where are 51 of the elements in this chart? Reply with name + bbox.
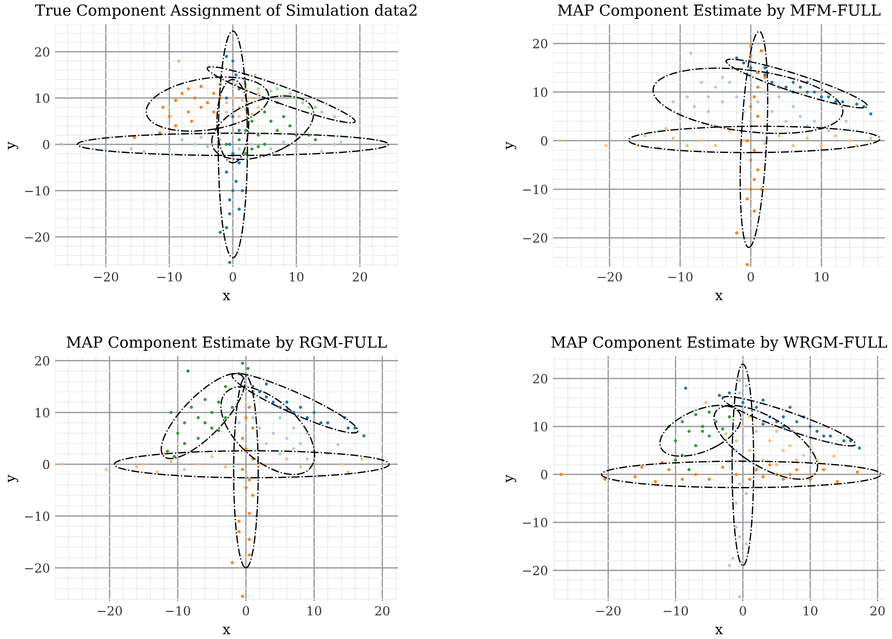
x-tick-label: −20 (98, 606, 122, 616)
y-axis-title: y (506, 474, 516, 482)
y-tick-label: −20 (523, 233, 548, 243)
y-tick-label: 20 (533, 374, 548, 384)
x-tick-label: −10 (664, 606, 688, 616)
y-tick-label: 10 (36, 94, 50, 103)
x-axis-title: x (222, 292, 230, 300)
x-tick-label: −10 (157, 272, 182, 282)
x-tick-label: 0 (242, 606, 250, 616)
chart-title: MAP Component Estimate by MFM-FULL (558, 4, 880, 20)
y-tick-label: 0 (43, 140, 50, 150)
y-tick-label: 10 (36, 408, 50, 418)
y-tick-label: −10 (523, 184, 548, 194)
chart-title: MAP Component Estimate by RGM-FULL (66, 336, 387, 352)
x-tick-label: 10 (815, 272, 829, 282)
y-axis-title: y (506, 142, 516, 150)
y-tick-label: −10 (25, 512, 50, 521)
x-tick-label: 10 (308, 606, 322, 616)
y-tick-label: −10 (25, 186, 50, 196)
y-tick-label: 20 (35, 356, 50, 366)
y-axis-title: y (8, 142, 18, 150)
y-tick-label: −10 (523, 518, 548, 528)
x-tick-label: 10 (290, 272, 304, 282)
x-axis-title: x (715, 292, 723, 300)
y-tick-label: 0 (541, 136, 548, 146)
y-tick-label: −20 (523, 566, 548, 576)
y-tick-label: 0 (43, 460, 50, 470)
y-tick-label: 10 (534, 88, 548, 97)
x-tick-label: −10 (668, 272, 693, 282)
x-axis-title: x (222, 626, 230, 634)
x-tick-label: −20 (598, 272, 622, 282)
x-axis-title: x (715, 626, 723, 634)
x-tick-label: 0 (748, 272, 754, 282)
chart-title: MAP Component Estimate by WRGM-FULL (551, 336, 888, 352)
y-tick-label: 20 (35, 47, 50, 57)
x-tick-label: 20 (375, 606, 390, 616)
x-tick-label: −20 (596, 606, 621, 616)
x-tick-label: −10 (166, 606, 190, 616)
x-tick-label: 10 (804, 606, 818, 616)
x-tick-label: 20 (870, 606, 885, 616)
x-tick-label: −20 (94, 272, 118, 282)
y-tick-label: 0 (541, 470, 548, 480)
y-tick-label: −20 (25, 232, 50, 242)
x-tick-label: 20 (352, 272, 368, 282)
x-tick-label: 0 (230, 272, 236, 282)
y-tick-label: 10 (534, 422, 548, 432)
y-tick-label: 20 (533, 38, 548, 48)
chart-title: True Component Assignment of Simulation data2 (35, 4, 417, 20)
y-axis-title: y (8, 474, 18, 482)
x-tick-label: 0 (740, 606, 746, 616)
y-tick-label: −20 (25, 563, 50, 573)
